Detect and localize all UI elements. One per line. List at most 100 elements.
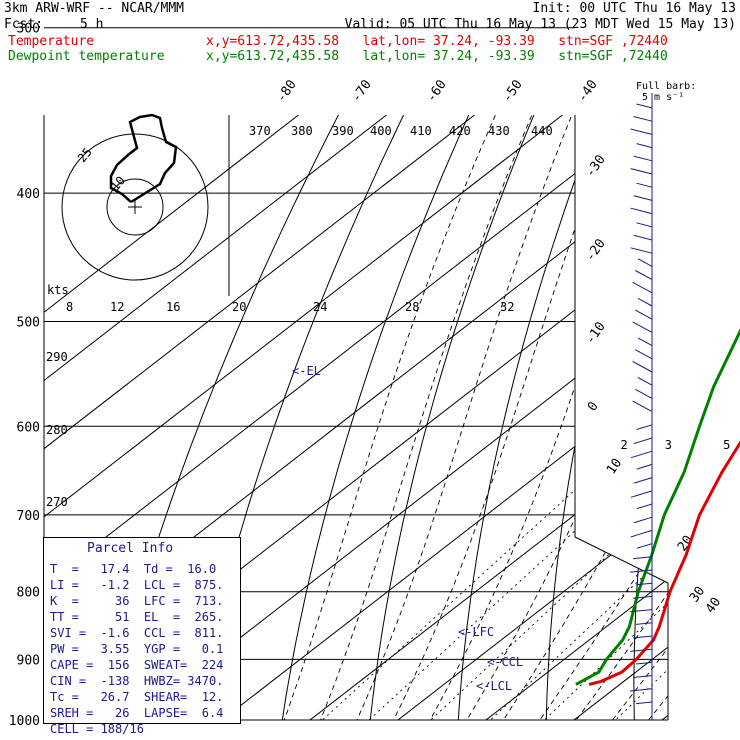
- wind-barb: [636, 701, 653, 705]
- model-title: 3km ARW-WRF -- NCAR/MMM: [4, 1, 185, 16]
- pressure-tick-label: 900: [17, 653, 40, 668]
- theta-label: 280: [46, 423, 68, 437]
- pressure-tick-label: 500: [17, 315, 40, 330]
- wind-barb: [635, 309, 653, 320]
- hodo-axis-label: 20: [232, 300, 246, 314]
- isotherm-label: 10: [604, 456, 625, 477]
- parcel-level-marker: <-LCL: [476, 679, 512, 693]
- hodo-axis-label: 8: [66, 300, 73, 314]
- legend-dewpoint: Dewpoint temperature: [8, 49, 165, 64]
- wind-barb: [632, 361, 653, 373]
- parcel-info-row: T = 17.4 Td = 16.0: [50, 562, 217, 576]
- hodo-axis-label: 16: [166, 300, 180, 314]
- isotherm-label: -10: [583, 319, 609, 347]
- parcel-info-row: PW = 3.55 YGP = 0.1: [50, 642, 224, 656]
- moist-adiabat: [378, 115, 668, 720]
- dry-adiabat: [633, 115, 668, 720]
- wind-barb: [633, 675, 653, 678]
- wind-barb: [632, 400, 653, 413]
- theta-label: 380: [291, 124, 313, 138]
- wind-barb: [630, 648, 653, 652]
- hodograph: 25 10 kts 8 12 16 20 24 28 32: [47, 113, 514, 314]
- wind-barb: [633, 477, 653, 484]
- wind-barb: [636, 103, 653, 109]
- wind-barb: [636, 222, 653, 228]
- wind-barb: [635, 270, 653, 281]
- hodo-axis-label: 12: [110, 300, 124, 314]
- pressure-tick-label: 800: [17, 586, 40, 601]
- wind-barb: [630, 609, 653, 613]
- moist-adiabat: [519, 115, 668, 720]
- parcel-info-row: K = 36 LFC = 713.: [50, 594, 224, 608]
- theta-label: 270: [46, 495, 68, 509]
- valid-time: Valid: 05 UTC Thu 16 May 13 (23 MDT Wed …: [344, 17, 736, 32]
- mixing-ratio-label: 5: [723, 438, 730, 452]
- moist-adiabat: [273, 115, 668, 720]
- isotherm-label: -20: [583, 236, 609, 264]
- isotherm-line: [133, 115, 668, 720]
- hodo-axis-label: 24: [313, 300, 327, 314]
- barb-legend-line1: Full barb:: [636, 81, 697, 92]
- parcel-info-title: Parcel Info: [87, 541, 174, 556]
- wind-barb: [636, 661, 653, 665]
- hodo-speed-unit: kts: [47, 283, 69, 297]
- isotherm-line: [44, 115, 668, 720]
- theta-label: 410: [410, 124, 432, 138]
- wind-barb: [630, 450, 653, 459]
- wind-barb: [636, 622, 653, 625]
- parcel-info-row: TT = 51 EL = 265.: [50, 610, 224, 624]
- theta-label: 370: [249, 124, 271, 138]
- hodograph-trace: [109, 113, 178, 204]
- parcel-info-row: SREH = 26 LAPSE= 6.4: [50, 706, 224, 720]
- isotherm-label: 40: [703, 595, 724, 616]
- hodo-axis-label: 28: [405, 300, 419, 314]
- parcel-info-row: Tc = 26.7 SHEAR= 12.: [50, 690, 224, 704]
- isotherm-label: 0: [585, 399, 602, 414]
- wind-barb: [636, 582, 653, 586]
- isotherm-label: -70: [349, 77, 375, 105]
- moist-adiabat: [343, 115, 668, 720]
- isotherm-line: [661, 115, 668, 720]
- isotherm-line: [45, 115, 668, 720]
- theta-labels: 370 380 390 400 410 420 430 440 290 280 270: [46, 124, 553, 509]
- wind-barb: [633, 595, 653, 599]
- dry-adiabat: [456, 115, 668, 720]
- parcel-level-markers: <-EL <-LFC <-CCL <-LCL: [292, 364, 523, 693]
- mixing-ratio-labels: 23581220: [620, 438, 730, 452]
- mixing-ratio-lines: [291, 425, 668, 720]
- wind-barb: [630, 207, 653, 215]
- isotherm-line: [221, 115, 668, 720]
- parcel-level-marker: <-LFC: [458, 625, 494, 639]
- wind-barb: [637, 377, 653, 386]
- mixing-ratio-line: [514, 425, 668, 720]
- isotherm-line: [309, 115, 668, 720]
- hodo-axis-labels: 8 12 16 20 24 28 32: [66, 300, 514, 314]
- mixing-ratio-line: [338, 425, 668, 720]
- wind-barb: [636, 463, 653, 470]
- theta-label: 390: [332, 124, 354, 138]
- mixing-ratio-label: 2: [620, 438, 627, 452]
- wind-barb: [636, 424, 653, 430]
- parcel-level-marker: <-EL: [292, 364, 321, 378]
- wind-barb: [637, 337, 653, 347]
- wind-barb: [637, 297, 653, 307]
- wind-barb: [635, 388, 653, 399]
- pressure-tick-labels: 1002003004005006007008009001000: [9, 22, 40, 729]
- wind-barb: [630, 490, 653, 498]
- init-time: Init: 00 UTC Thu 16 May 13: [532, 1, 737, 16]
- wind-barb: [630, 168, 653, 175]
- moist-adiabat: [590, 115, 668, 720]
- pressure-tick-label: 1000: [9, 714, 40, 729]
- wind-barb: [633, 234, 653, 241]
- moist-adiabat: [660, 115, 668, 720]
- mixing-ratio-line: [291, 425, 646, 720]
- parcel-info-row: CIN = -138 HWBZ= 3470.: [50, 674, 224, 688]
- dewpoint-trace: [575, 328, 740, 686]
- wind-barb: [630, 128, 653, 135]
- wind-barb: [633, 635, 653, 639]
- pressure-tick-label: 400: [17, 187, 40, 202]
- wind-barb: [633, 116, 653, 122]
- wind-barb-column: [630, 103, 653, 705]
- wind-barb: [630, 529, 653, 538]
- theta-label: 400: [370, 124, 392, 138]
